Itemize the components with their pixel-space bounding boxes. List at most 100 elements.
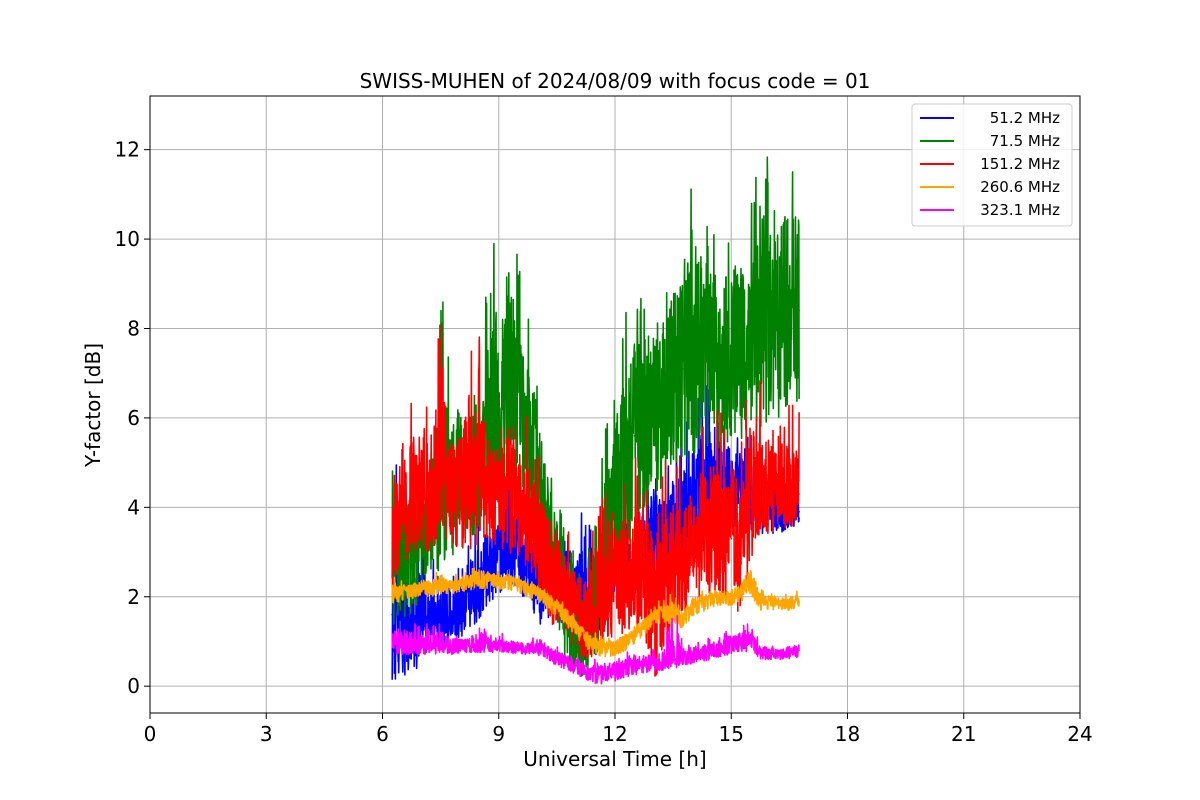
data-point — [701, 651, 703, 654]
data-point — [488, 578, 490, 580]
data-point — [769, 497, 771, 500]
data-point — [720, 533, 723, 535]
data-point — [468, 484, 471, 486]
data-point — [575, 613, 578, 616]
data-point — [672, 613, 674, 616]
data-point — [401, 497, 403, 500]
x-tick-label: 21 — [951, 722, 976, 746]
data-point — [653, 616, 655, 618]
y-tick-label: 0 — [127, 674, 140, 698]
data-point — [430, 647, 432, 649]
data-point — [546, 560, 548, 562]
data-point — [478, 580, 481, 582]
y-tick-label: 6 — [127, 406, 140, 430]
data-point — [391, 640, 394, 643]
data-point — [604, 672, 607, 674]
y-tick-label: 12 — [115, 138, 140, 162]
legend-box — [911, 103, 1073, 227]
y-axis: 0 2 4 6 8 10 12 — [115, 138, 150, 698]
chart-title: SWISS-MUHEN of 2024/08/09 with focus cod… — [360, 69, 871, 93]
y-axis-label: Y-factor [dB] — [81, 343, 105, 468]
data-point — [682, 616, 684, 618]
x-axis-label: Universal Time [h] — [523, 747, 706, 771]
data-point — [410, 546, 413, 549]
data-point — [604, 591, 607, 594]
data-point — [740, 640, 742, 643]
data-point — [459, 645, 461, 647]
data-point — [711, 528, 713, 531]
data-point — [614, 669, 616, 672]
series-line — [391, 324, 800, 677]
data-point — [691, 551, 694, 553]
data-point — [507, 488, 510, 491]
data-point — [662, 609, 665, 611]
data-point — [643, 663, 645, 665]
data-point — [643, 587, 645, 589]
data-point — [633, 665, 636, 667]
data-point — [575, 578, 578, 580]
data-point — [759, 506, 762, 509]
data-point — [536, 537, 539, 540]
data-point — [711, 649, 713, 652]
data-point — [653, 399, 655, 401]
data-point — [498, 408, 500, 410]
data-point — [527, 647, 529, 649]
data-point — [585, 613, 587, 616]
data-point — [430, 613, 432, 616]
data-point — [759, 598, 762, 600]
data-point — [439, 645, 442, 647]
x-tick-label: 15 — [719, 722, 744, 746]
data-point — [653, 533, 655, 535]
data-point — [449, 479, 452, 482]
y-tick-label: 8 — [127, 316, 140, 340]
data-point — [633, 573, 636, 576]
x-tick-label: 6 — [376, 722, 389, 746]
data-point — [449, 584, 452, 587]
data-point — [769, 651, 771, 654]
data-point — [730, 537, 733, 540]
data-point — [682, 656, 684, 658]
data-point — [565, 660, 568, 663]
data-point — [468, 580, 471, 582]
data-point — [749, 580, 752, 582]
data-point — [401, 591, 403, 594]
data-point — [778, 318, 781, 321]
data-point — [507, 390, 510, 392]
data-point — [449, 618, 452, 620]
data-point — [449, 647, 452, 649]
data-point — [730, 642, 733, 645]
data-point — [401, 645, 403, 647]
data-point — [498, 645, 500, 647]
data-point — [420, 484, 423, 486]
data-point — [749, 332, 752, 334]
data-point — [691, 359, 694, 361]
data-point — [798, 511, 800, 513]
data-point — [720, 350, 723, 352]
data-point — [420, 627, 423, 629]
data-point — [749, 636, 752, 638]
x-tick-label: 24 — [1067, 722, 1092, 746]
data-point — [527, 519, 529, 522]
legend-label: 51.2 MHz — [990, 109, 1060, 127]
data-point — [711, 598, 713, 600]
data-point — [759, 327, 762, 330]
data-point — [517, 582, 519, 585]
y-tick-label: 2 — [127, 585, 140, 609]
data-point — [410, 488, 413, 491]
data-point — [575, 625, 578, 627]
data-point — [459, 488, 461, 491]
data-point — [788, 314, 791, 316]
data-point — [633, 435, 636, 437]
x-tick-label: 0 — [144, 722, 157, 746]
data-point — [672, 376, 674, 379]
data-point — [623, 578, 626, 580]
data-point — [691, 654, 694, 656]
data-point — [662, 660, 665, 663]
data-point — [749, 506, 752, 509]
data-point — [565, 613, 568, 616]
data-point — [798, 493, 800, 495]
x-tick-label: 12 — [602, 722, 627, 746]
data-point — [740, 591, 742, 594]
data-point — [682, 569, 684, 571]
data-point — [788, 602, 791, 605]
